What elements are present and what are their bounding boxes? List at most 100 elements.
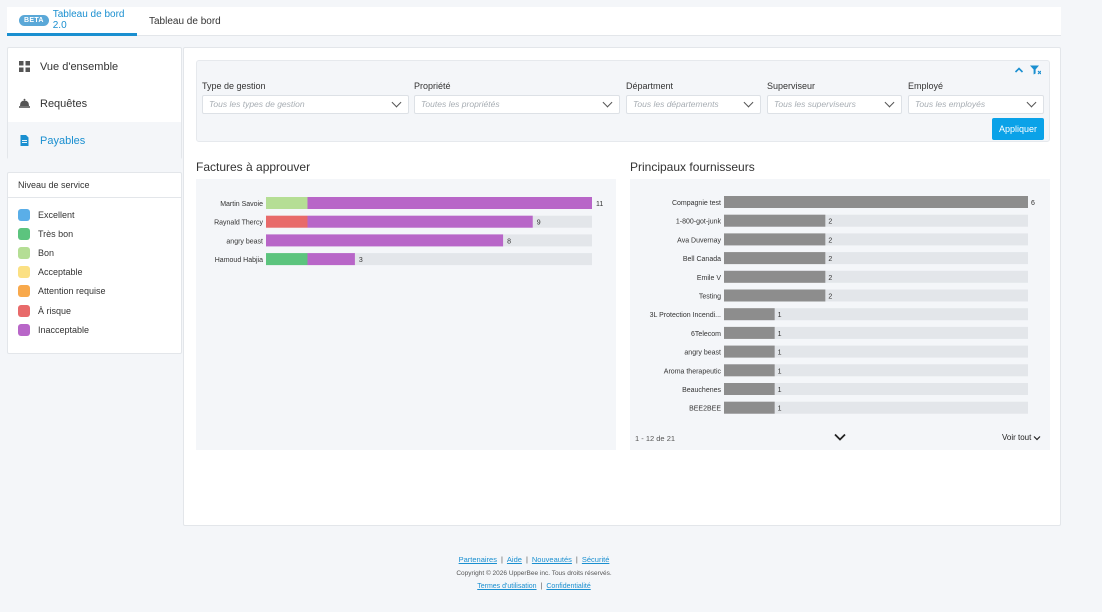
legend-swatch	[18, 323, 30, 336]
footer-link-news[interactable]: Nouveautés	[531, 555, 572, 564]
bar-track	[724, 364, 1028, 377]
bar-segment	[266, 234, 504, 247]
bar-segment	[307, 215, 533, 228]
select-placeholder: Tous les départements	[633, 99, 719, 109]
tab-dashboard-2-label: Tableau de bord 2.0	[52, 9, 125, 31]
employee-select[interactable]: Tous les employés	[908, 95, 1044, 114]
tab-dashboard[interactable]: Tableau de bord	[147, 7, 221, 36]
chevron-down-icon	[602, 97, 613, 108]
legend-label: Inacceptable	[38, 324, 90, 335]
legend-item: Attention requise	[18, 282, 181, 301]
tab-dashboard-2[interactable]: BETA Tableau de bord 2.0	[7, 7, 137, 36]
supervisor-select[interactable]: Tous les superviseurs	[767, 95, 902, 114]
filter-panel: Type de gestion Tous les types de gestio…	[196, 60, 1050, 142]
bar-value-label: 1	[778, 331, 782, 338]
copyright-text: Copyright © 2026 UpperBee inc. Tous droi…	[456, 570, 612, 577]
filter-label: Superviseur	[767, 81, 816, 91]
sidebar-item-overview[interactable]: Vue d'ensemble	[8, 48, 181, 85]
legend-swatch	[18, 246, 30, 259]
bar-value-label: 1	[778, 387, 782, 394]
legend-label: À risque	[38, 305, 72, 316]
load-more-chevron-icon[interactable]	[833, 432, 847, 442]
footer-links: Partenaires | Aide | Nouveautés | Sécurité	[458, 555, 610, 564]
invoices-chart-title: Factures à approuver	[196, 160, 311, 174]
bar	[724, 233, 826, 246]
bar-segment	[266, 215, 308, 228]
bar-value-label: 6	[1031, 200, 1035, 207]
invoices-chart-area: Martin Savoie 11 Raynald Thercy 9 angry beas…	[196, 179, 616, 450]
bar-value-label: 1	[778, 312, 782, 319]
bar-category-label: Raynald Thercy	[214, 220, 263, 227]
bar-segment	[266, 253, 308, 266]
bar-value-label: 2	[828, 256, 832, 263]
bar-category-label: Testing	[699, 294, 721, 301]
chevron-down-icon	[391, 97, 402, 108]
footer-link-help[interactable]: Aide	[506, 555, 522, 564]
suppliers-chart-area: Compagnie test 6 1-800-got-junk 2 Ava Duvern…	[630, 179, 1050, 450]
filter-icon[interactable]	[1030, 65, 1041, 75]
bar-category-label: Ava Duvernay	[677, 237, 721, 244]
filter-label: Départment	[626, 81, 674, 91]
legend-item: Acceptable	[18, 263, 181, 282]
see-all-link[interactable]: Voir tout	[1002, 433, 1041, 442]
bar-value-label: 1	[778, 406, 782, 413]
bar-segment	[307, 197, 592, 209]
bar-value-label: 11	[596, 201, 603, 208]
legend-swatch	[18, 227, 30, 240]
bar-category-label: Aroma therapeutic	[664, 368, 722, 375]
bar	[724, 308, 775, 321]
legend-swatch	[18, 285, 30, 298]
sidebar-nav: Vue d'ensemble Requêtes Payables	[7, 47, 182, 159]
service-level-legend: Excellent Très bon Bon Acceptable Attention …	[8, 198, 181, 339]
apply-button[interactable]: Appliquer	[992, 118, 1044, 140]
footer-link-partners[interactable]: Partenaires	[458, 555, 497, 564]
bar-category-label: Hamoud Habjia	[215, 257, 263, 264]
tab-bar: BETA Tableau de bord 2.0 Tableau de bord	[7, 7, 1061, 36]
sidebar-item-payables[interactable]: Payables	[8, 122, 181, 159]
bar-value-label: 3	[359, 257, 363, 264]
bar-track	[724, 308, 1028, 321]
management-type-select[interactable]: Tous les types de gestion	[202, 95, 409, 114]
property-select[interactable]: Toutes les propriétés	[414, 95, 620, 114]
bell-icon	[19, 98, 30, 108]
footer-link-privacy[interactable]: Confidentialité	[546, 583, 591, 590]
filter-panel-controls	[1014, 65, 1041, 75]
see-all-label: Voir tout	[1002, 433, 1032, 442]
bar	[724, 289, 826, 302]
bar-value-label: 9	[537, 220, 541, 227]
legend-label: Attention requise	[38, 286, 106, 297]
bar-track	[724, 326, 1028, 339]
bar-category-label: Martin Savoie	[220, 201, 263, 208]
service-level-panel: Niveau de service Excellent Très bon Bon Ac…	[7, 172, 182, 354]
footer-link-security[interactable]: Sécurité	[581, 555, 610, 564]
beta-badge: BETA	[19, 14, 49, 26]
filter-label: Propriété	[414, 81, 451, 91]
bar	[724, 252, 826, 265]
bar-category-label: angry beast	[684, 350, 721, 357]
department-select[interactable]: Tous les départements	[626, 95, 761, 114]
legend-label: Excellent	[38, 209, 75, 220]
filter-supervisor: Superviseur Tous les superviseurs	[767, 81, 902, 114]
bar	[724, 270, 826, 283]
select-placeholder: Tous les types de gestion	[209, 99, 305, 109]
select-placeholder: Toutes les propriétés	[421, 99, 500, 109]
sidebar-item-requests[interactable]: Requêtes	[8, 85, 181, 122]
legend-swatch	[18, 266, 30, 279]
bar-category-label: 1-800-got-junk	[676, 219, 722, 226]
filter-employee: Employé Tous les employés	[908, 81, 1044, 114]
legend-swatch	[18, 208, 30, 221]
service-level-title: Niveau de service	[8, 173, 181, 198]
bar	[724, 401, 775, 414]
filter-property: Propriété Toutes les propriétés	[414, 81, 620, 114]
legend-item: Bon	[18, 243, 181, 262]
legend-item: Excellent	[18, 205, 181, 224]
bar-category-label: 6Telecom	[691, 331, 721, 338]
sidebar-item-label: Payables	[40, 134, 86, 147]
suppliers-chart: Compagnie test 6 1-800-got-junk 2 Ava Duvern…	[650, 196, 1035, 414]
bar-value-label: 2	[828, 275, 832, 282]
chevron-up-icon[interactable]	[1014, 65, 1024, 75]
bar-track	[724, 345, 1028, 358]
legend-item: Très bon	[18, 224, 181, 243]
footer-link-terms[interactable]: Termes d'utilisation	[477, 583, 537, 590]
chevron-down-icon	[1033, 435, 1041, 440]
